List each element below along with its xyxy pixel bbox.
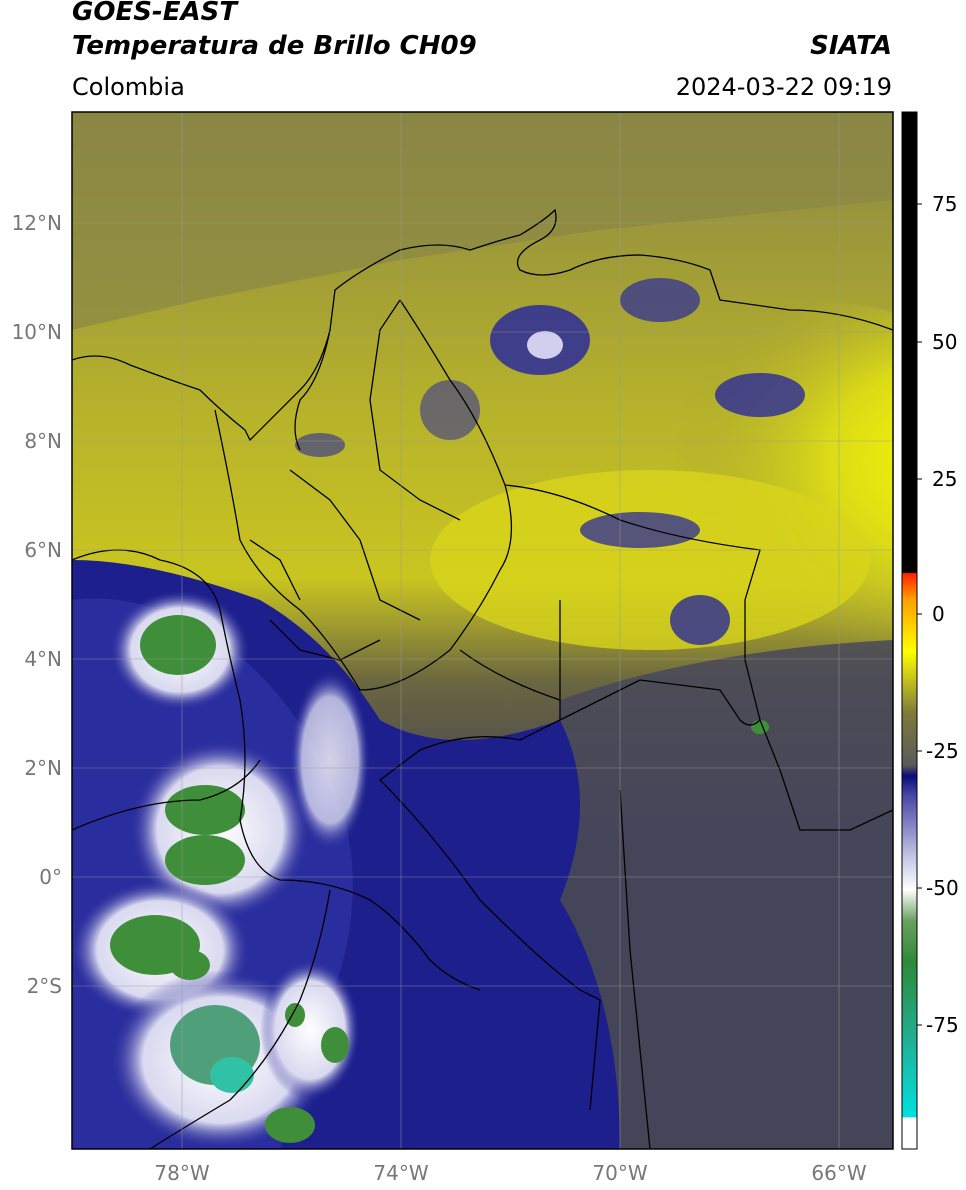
satellite-image [72,112,893,1149]
brand-label: SIATA [810,31,892,61]
lat-labels: 12°N 10°N 8°N 6°N 4°N 2°N 0° 2°S [12,211,62,998]
lon-label: 66°W [811,1161,866,1185]
colorbar-labels: 75 50 25 0 -25 -50 -75 [926,192,959,1037]
colorbar-ticks [917,203,922,1026]
lat-label: 8°N [24,429,62,453]
datetime-label: 2024-03-22 09:19 [675,73,892,101]
lon-label: 70°W [592,1161,647,1185]
colorbar-label: 75 [932,192,957,216]
colorbar-label: -75 [926,1013,959,1037]
map-frame [71,111,894,1150]
lat-label: 0° [39,865,62,889]
gridlines [72,112,893,1149]
region-label: Colombia [72,73,185,101]
colorbar-label: 50 [932,330,957,354]
lat-label: 2°N [24,756,62,780]
lat-label: 4°N [24,647,62,671]
lat-label: 6°N [24,538,62,562]
lat-label: 12°N [12,211,62,235]
product-title: Temperatura de Brillo CH09 [72,31,477,61]
colorbar-label: -50 [926,876,959,900]
colorbar-label: 25 [932,467,957,491]
lon-labels: 78°W 74°W 70°W 66°W [154,1161,866,1185]
lon-label: 78°W [154,1161,209,1185]
lat-label: 2°S [27,974,62,998]
lat-label: 10°N [12,320,62,344]
colorbar-label: 0 [932,602,945,626]
lon-label: 74°W [373,1161,428,1185]
satellite-title: GOES-EAST [72,0,238,27]
colorbar-label: -25 [926,739,959,763]
colorbar [901,111,918,1150]
